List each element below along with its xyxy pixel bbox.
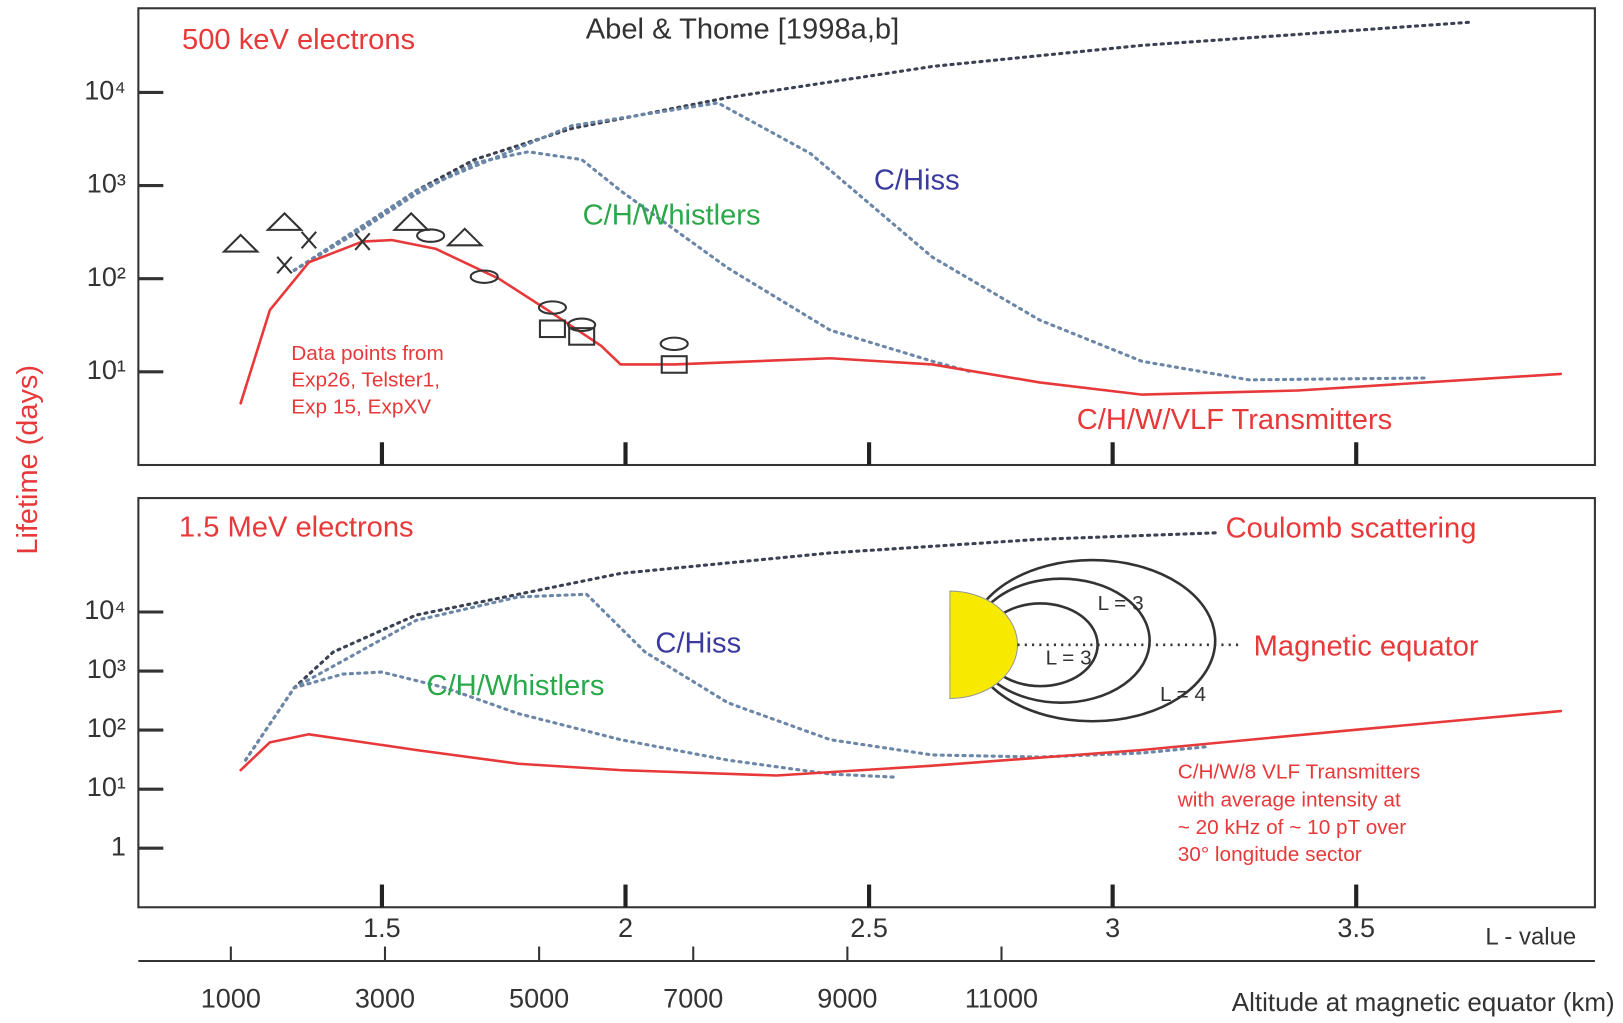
curve: [292, 150, 973, 374]
oval-point: [469, 269, 499, 284]
annotation: with average intensity at: [1177, 788, 1401, 811]
magnetosphere-inset: [949, 558, 1239, 723]
plot-frame: [137, 7, 1596, 467]
altitude-tick-label: 9000: [817, 983, 877, 1013]
square-point: [660, 355, 688, 374]
altitude-tick-label: 1000: [201, 983, 261, 1013]
annotation: L = 3: [1046, 647, 1092, 670]
x-tick-label: 2.5: [850, 913, 888, 943]
cross-point: [276, 256, 293, 275]
annotation: L = 3: [1098, 592, 1144, 615]
curve-label: C/H/Whistlers: [583, 200, 761, 232]
triangle-point: [265, 211, 304, 231]
x-axis-label: L - value: [1485, 924, 1576, 951]
y-tick-label: 10²: [87, 713, 126, 743]
cross-point: [300, 231, 317, 249]
cross-point: [354, 232, 371, 251]
triangle-point: [445, 227, 484, 247]
x-tick-label: 2: [618, 913, 633, 943]
curve: [292, 20, 1475, 272]
y-tick-label: 10³: [87, 169, 126, 199]
oval-point: [416, 228, 446, 243]
annotation: 30° longitude sector: [1178, 843, 1362, 866]
curve-label: C/Hiss: [655, 628, 741, 660]
curve: [239, 238, 1563, 405]
curve: [243, 592, 1207, 762]
annotation: Magnetic equator: [1254, 631, 1479, 663]
y-tick-label: 1: [111, 831, 126, 861]
annotation: Abel & Thome [1998a,b]: [586, 14, 899, 46]
curve: [292, 531, 1222, 690]
y-tick-label: 10¹: [87, 355, 126, 385]
curve-label: C/H/W/8 VLF Transmitters: [1178, 760, 1421, 783]
annotation: 500 keV electrons: [182, 24, 415, 56]
triangle-point: [221, 233, 260, 253]
oval-point: [567, 317, 597, 333]
curve: [292, 101, 1426, 382]
curve-label: C/H/Whistlers: [427, 670, 605, 702]
square-point: [568, 327, 596, 346]
y-tick-label: 10⁴: [84, 76, 126, 106]
annotation: ~ 20 kHz of ~ 10 pT over: [1178, 816, 1407, 839]
annotation: Exp 15, ExpXV: [291, 396, 431, 419]
curve: [239, 709, 1563, 777]
y-axis-label: Lifetime (days): [12, 365, 44, 555]
y-tick-label: 10⁴: [84, 595, 126, 625]
x-tick-label: 3: [1105, 913, 1120, 943]
altitude-tick-label: 11000: [965, 983, 1038, 1013]
altitude-tick-label: 7000: [663, 983, 723, 1013]
annotation: Data points from: [291, 342, 444, 365]
oval-point: [659, 336, 689, 352]
y-tick-label: 10³: [87, 654, 126, 684]
annotation: 1.5 MeV electrons: [179, 512, 414, 544]
x-tick-label: 3.5: [1337, 913, 1375, 943]
x-tick-label: 1.5: [363, 913, 401, 943]
curve-label: C/H/W/VLF Transmitters: [1077, 404, 1392, 436]
annotation: Exp26, Telster1,: [291, 369, 440, 392]
oval-point: [537, 300, 568, 315]
curve-label: C/Hiss: [874, 165, 960, 197]
altitude-tick-label: 5000: [509, 983, 569, 1013]
square-point: [538, 319, 566, 339]
curve-label: Coulomb scattering: [1226, 513, 1477, 545]
earth: [949, 590, 1018, 700]
triangle-point: [392, 211, 431, 231]
y-tick-label: 10¹: [87, 772, 126, 802]
plot-frame: [137, 497, 1596, 909]
altitude-axis-label: Altitude at magnetic equator (km): [1232, 989, 1615, 1017]
altitude-tick-label: 3000: [355, 983, 415, 1013]
y-tick-label: 10²: [87, 262, 126, 292]
